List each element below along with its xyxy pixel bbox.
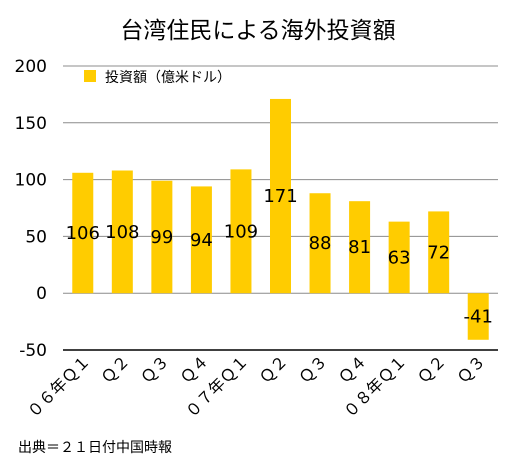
data-label: 94 [190,230,213,251]
y-tick-label: 50 [25,227,47,247]
category-label: Ｑ３ [453,351,489,387]
bars [72,98,489,340]
y-tick-label: 150 [15,114,47,134]
bar [467,293,489,340]
bar [428,211,450,294]
category-label: ０６年Ｑ１ [24,351,94,421]
bar [349,201,371,294]
source-note: 出典＝２１日付中国時報 [18,440,172,456]
data-label: 63 [388,247,411,268]
legend: 投資額（億米ドル） [84,70,231,86]
chart-title: 台湾住民による海外投資額 [120,18,395,44]
bar [111,170,133,294]
data-label: 72 [427,242,450,263]
data-label: -41 [464,306,493,327]
bar [230,169,252,294]
data-label: 88 [309,233,332,254]
bar [388,221,410,294]
data-label: 171 [263,186,297,207]
y-tick-label: 100 [15,171,47,191]
data-label: 99 [150,227,173,248]
legend-swatch [84,70,96,82]
data-label: 109 [224,221,258,242]
category-label: Ｑ２ [255,351,291,387]
data-label: 108 [105,222,139,243]
category-label: Ｑ３ [295,351,331,387]
bar [151,180,173,294]
category-label: Ｑ３ [137,351,173,387]
category-label: Ｑ２ [97,351,133,387]
category-label: Ｑ２ [413,351,449,387]
y-axis-ticks: 200 150 100 50 0 -50 [15,57,47,361]
y-tick-label: -50 [19,341,47,361]
bar [72,172,94,294]
bar [270,98,291,294]
legend-label: 投資額（億米ドル） [105,70,231,86]
data-label: 81 [348,237,371,258]
y-tick-label: 200 [15,57,47,77]
data-label: 106 [66,223,100,244]
y-tick-label: 0 [36,284,47,304]
bar [190,186,212,294]
bar [309,193,331,294]
